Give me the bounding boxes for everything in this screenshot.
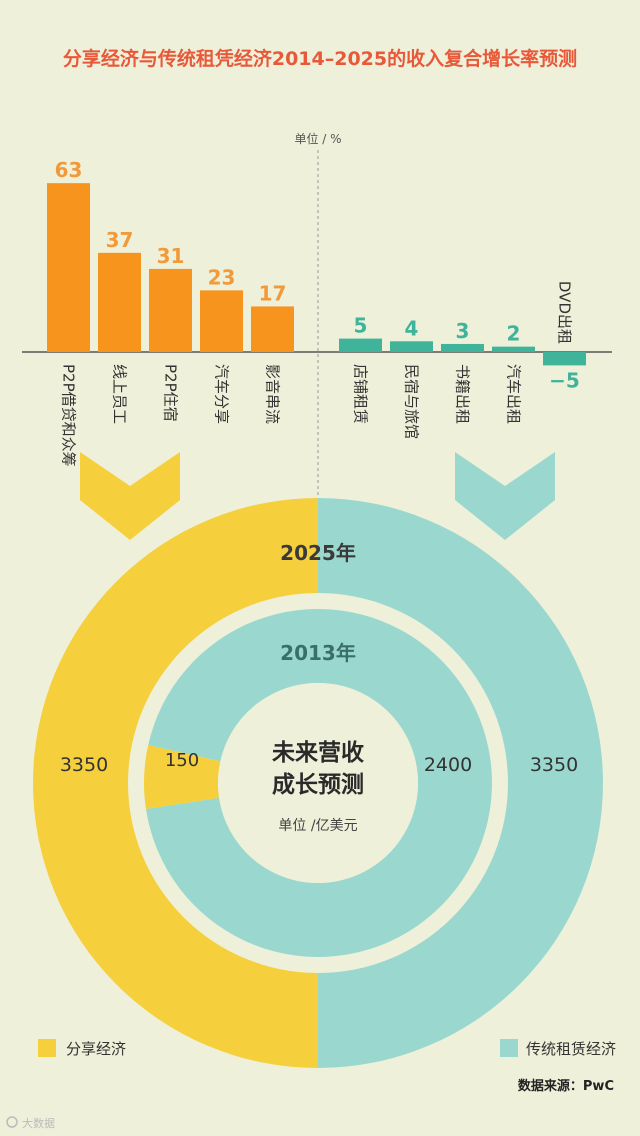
- watermark-text: 大数据: [22, 1116, 55, 1130]
- bar-sharing-0: [47, 183, 90, 352]
- bar-category-traditional-1: 民宿与旅馆: [403, 364, 421, 439]
- bar-value-sharing-2: 31: [157, 244, 185, 268]
- bar-value-sharing-4: 17: [259, 281, 287, 305]
- donut-chart: [33, 498, 603, 1068]
- bar-category-sharing-2: P2P住宿: [162, 364, 180, 422]
- bar-value-sharing-0: 63: [55, 158, 83, 182]
- donut-center: [218, 683, 418, 883]
- bar-value-traditional-4: −5: [549, 368, 580, 392]
- chevron-down-right-icon: [455, 452, 555, 540]
- bar-category-sharing-1: 线上员工: [111, 364, 129, 424]
- watermark: 大数据: [6, 1116, 55, 1130]
- value-inner-sharing: 150: [165, 750, 199, 771]
- bar-value-sharing-3: 23: [208, 265, 236, 289]
- bar-sharing-3: [200, 290, 243, 352]
- bar-value-traditional-2: 3: [456, 319, 470, 343]
- donut-outer-traditional: [318, 498, 603, 1068]
- center-title-line1: 未来营收: [272, 739, 364, 766]
- bar-category-traditional-0: 店铺租赁: [352, 364, 370, 424]
- bar-traditional-4: [543, 352, 586, 366]
- bar-category-traditional-4: DVD出租: [556, 281, 574, 344]
- donut-inner-traditional: [145, 609, 492, 957]
- chart-title: 分享经济与传统租凭经济2014–2025的收入复合增长率预测: [62, 48, 578, 70]
- bar-sharing-4: [251, 306, 294, 352]
- bar-traditional-2: [441, 343, 484, 352]
- center-title-line2: 成长预测: [272, 772, 364, 798]
- bar-category-sharing-4: 影音串流: [264, 364, 282, 424]
- center-unit: 单位 /亿美元: [278, 818, 357, 834]
- bar-traditional-3: [492, 346, 535, 352]
- value-inner-traditional: 2400: [424, 754, 472, 776]
- legend-swatch-traditional: [500, 1039, 518, 1057]
- bar-category-sharing-0: P2P借贷和众筹: [60, 364, 78, 467]
- bar-value-traditional-1: 4: [405, 316, 419, 340]
- ring-label-2025: 2025年: [280, 541, 356, 565]
- bar-value-sharing-1: 37: [106, 228, 134, 252]
- legend-label-sharing: 分享经济: [66, 1040, 126, 1058]
- legend-label-traditional: 传统租赁经济: [526, 1040, 616, 1058]
- unit-label: 单位 / %: [294, 131, 341, 146]
- bar-sharing-2: [149, 268, 192, 352]
- bar-traditional-0: [339, 338, 382, 352]
- bar-category-traditional-3: 汽车出租: [505, 364, 523, 424]
- source-note: 数据来源：PwC: [518, 1078, 614, 1094]
- bar-sharing-1: [98, 252, 141, 352]
- donut-outer-sharing: [33, 498, 318, 1068]
- bar-traditional-1: [390, 341, 433, 352]
- donut-inner-sharing: [144, 745, 221, 809]
- bar-category-traditional-2: 书籍出租: [454, 364, 472, 424]
- bar-value-traditional-3: 2: [507, 322, 521, 346]
- value-outer-sharing: 3350: [60, 754, 108, 776]
- ring-label-2013: 2013年: [280, 641, 356, 665]
- legend-swatch-sharing: [38, 1039, 56, 1057]
- bar-category-sharing-3: 汽车分享: [213, 364, 231, 424]
- chevron-down-left-icon: [80, 452, 180, 540]
- watermark-logo-icon: [6, 1116, 18, 1128]
- value-outer-traditional: 3350: [530, 754, 578, 776]
- bar-chart: 63P2P借贷和众筹37线上员工31P2P住宿23汽车分享17影音串流5店铺租赁…: [47, 158, 586, 467]
- bar-value-traditional-0: 5: [354, 314, 368, 338]
